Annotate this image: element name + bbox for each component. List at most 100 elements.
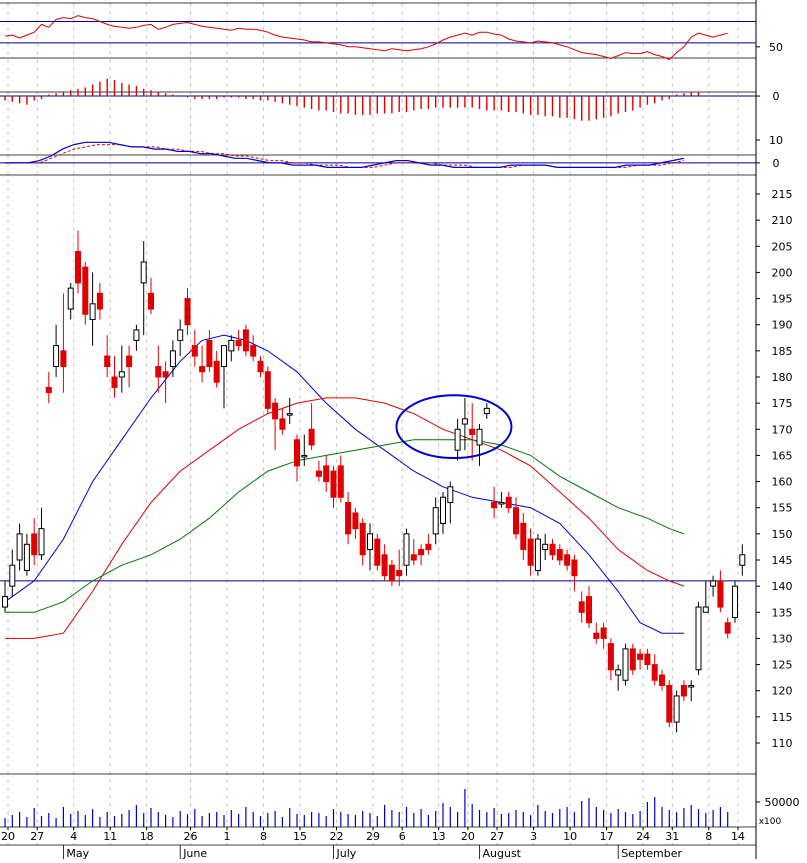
candle-body — [118, 371, 125, 378]
candle — [513, 497, 519, 540]
candle — [498, 492, 505, 508]
candle — [549, 539, 556, 560]
candle-body — [717, 580, 724, 608]
price-tick-label: 215 — [772, 188, 793, 201]
candle — [140, 241, 147, 336]
candle — [257, 356, 264, 377]
price-tick-label: 145 — [772, 554, 793, 567]
candle-body — [60, 350, 67, 368]
candle — [461, 397, 468, 451]
candle — [67, 282, 74, 320]
candle — [359, 518, 366, 566]
candle — [367, 523, 373, 571]
candle — [199, 345, 206, 383]
candle-body — [367, 533, 373, 551]
candle — [659, 669, 665, 691]
candle-body — [578, 601, 585, 613]
price-tick-label: 175 — [772, 397, 793, 410]
candle-body — [644, 653, 651, 666]
candle-body — [571, 559, 578, 577]
candle — [250, 335, 257, 362]
candle-body — [461, 418, 468, 425]
price-tick-label: 210 — [772, 214, 793, 227]
candle-body — [104, 355, 111, 368]
candle — [600, 622, 607, 649]
price-tick-label: 125 — [772, 659, 793, 672]
candle-body — [542, 543, 549, 551]
candle-body — [498, 501, 505, 505]
candle-body — [586, 596, 592, 624]
candle — [629, 643, 636, 676]
macd-tick-label: 0 — [773, 157, 780, 170]
candle — [505, 492, 512, 513]
candle — [702, 580, 709, 613]
candle — [82, 261, 89, 325]
candle-body — [732, 585, 738, 619]
candle-body — [330, 470, 337, 498]
candle — [96, 282, 103, 320]
candle-body — [483, 407, 490, 415]
moving-average-long — [5, 439, 685, 613]
candle — [89, 272, 96, 346]
candle — [418, 544, 425, 566]
candle-body — [162, 371, 169, 378]
candle-body — [221, 345, 227, 368]
candle-body — [191, 345, 198, 357]
candle-body — [520, 522, 527, 551]
candle-body — [637, 653, 644, 660]
candle-body — [272, 402, 279, 420]
candle — [680, 680, 687, 702]
price-tick-label: 165 — [772, 449, 793, 462]
candle — [264, 366, 271, 414]
candle — [644, 648, 651, 670]
candle — [323, 455, 330, 493]
candle — [710, 575, 717, 597]
candle — [75, 230, 81, 294]
candle-body — [31, 533, 38, 556]
volume-tick-label: 50000 — [765, 796, 800, 809]
candle — [666, 680, 673, 728]
candle-body — [527, 538, 534, 566]
candle-body — [396, 569, 403, 577]
candle — [454, 418, 461, 461]
candle-body — [67, 287, 74, 310]
candle — [235, 329, 242, 351]
candle — [717, 570, 724, 613]
candle — [520, 512, 527, 560]
price-tick-label: 135 — [772, 606, 793, 619]
moving-average-medium — [5, 397, 685, 639]
candle-body — [593, 632, 600, 639]
volume-multiplier-label: x100 — [759, 817, 782, 827]
macd-line — [5, 141, 685, 168]
date-tick-label: 27 — [490, 830, 504, 843]
candle-body — [388, 564, 395, 582]
candle — [476, 424, 483, 466]
candle-body — [491, 501, 498, 509]
candle — [374, 533, 381, 571]
candle — [148, 277, 154, 315]
candle-body — [410, 554, 417, 561]
candle — [469, 403, 476, 461]
candle-body — [659, 674, 665, 686]
candle-body — [673, 695, 680, 723]
date-tick-label: 13 — [432, 830, 446, 843]
candle-body — [250, 345, 257, 357]
date-tick-label: 20 — [1, 830, 15, 843]
candle — [45, 371, 52, 404]
candle — [593, 622, 600, 644]
candle — [410, 539, 417, 566]
date-tick-label: 18 — [140, 830, 154, 843]
price-tick-label: 160 — [772, 476, 793, 489]
candle — [425, 533, 432, 555]
candle — [38, 507, 45, 560]
candle — [111, 356, 118, 398]
candle — [739, 544, 746, 576]
candle — [221, 345, 227, 409]
candle-body — [425, 543, 432, 551]
month-label: June — [182, 847, 207, 859]
candle — [527, 528, 534, 576]
candle-body — [534, 538, 541, 571]
candle-body — [213, 360, 220, 383]
candle — [16, 523, 23, 571]
